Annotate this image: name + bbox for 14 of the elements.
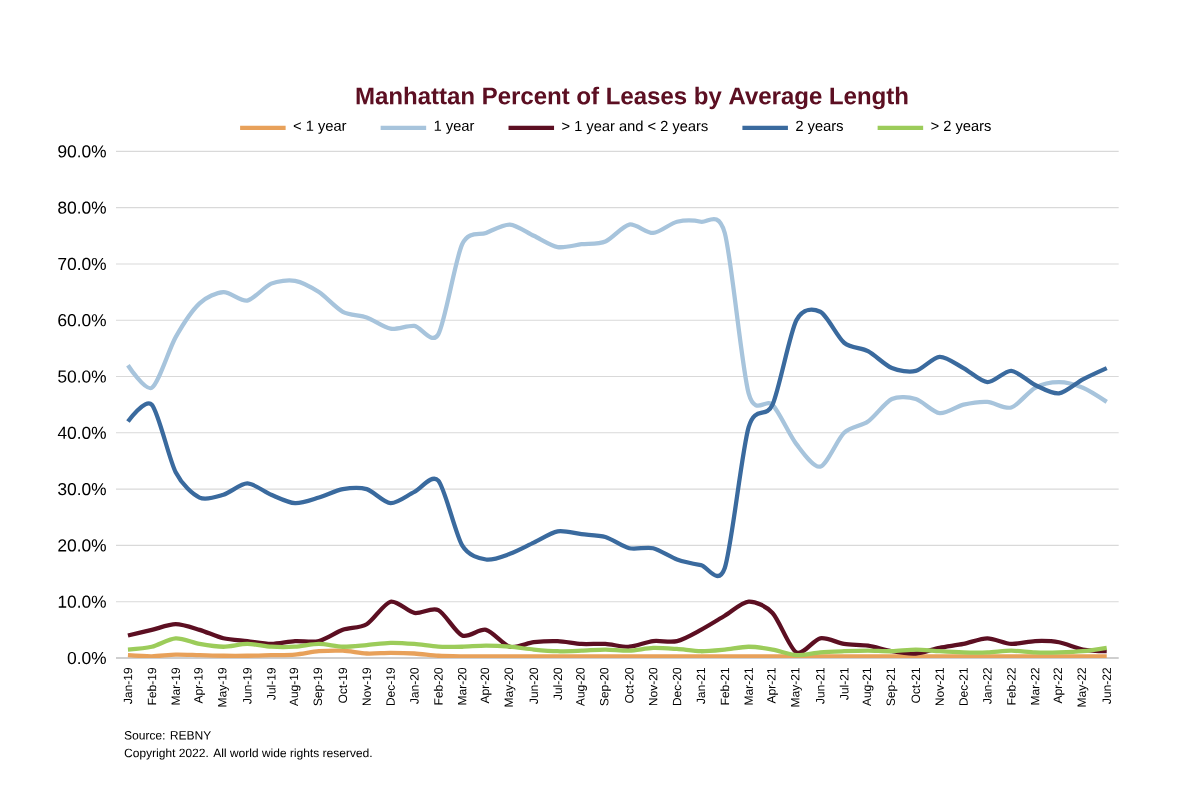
- y-tick-label: 70.0%: [58, 257, 106, 271]
- y-tick-label: 50.0%: [58, 370, 106, 383]
- y-tick-label: 20.0%: [58, 539, 106, 552]
- y-tick-label: 60.0%: [58, 314, 106, 327]
- y-tick-label: 80.0%: [58, 201, 106, 214]
- chart-title: Manhattan Percent of Leases by Average Length: [356, 86, 908, 110]
- line-series: [125, 636, 1109, 658]
- line-series: [125, 217, 1109, 469]
- y-tick-label: 10.0%: [58, 595, 106, 608]
- line-series: [125, 599, 1109, 656]
- y-tick-label: 90.0%: [58, 145, 106, 158]
- y-tick-label: 30.0%: [58, 482, 106, 496]
- y-tick-label: 0.0%: [67, 651, 106, 665]
- y-tick-label: 40.0%: [57, 426, 106, 439]
